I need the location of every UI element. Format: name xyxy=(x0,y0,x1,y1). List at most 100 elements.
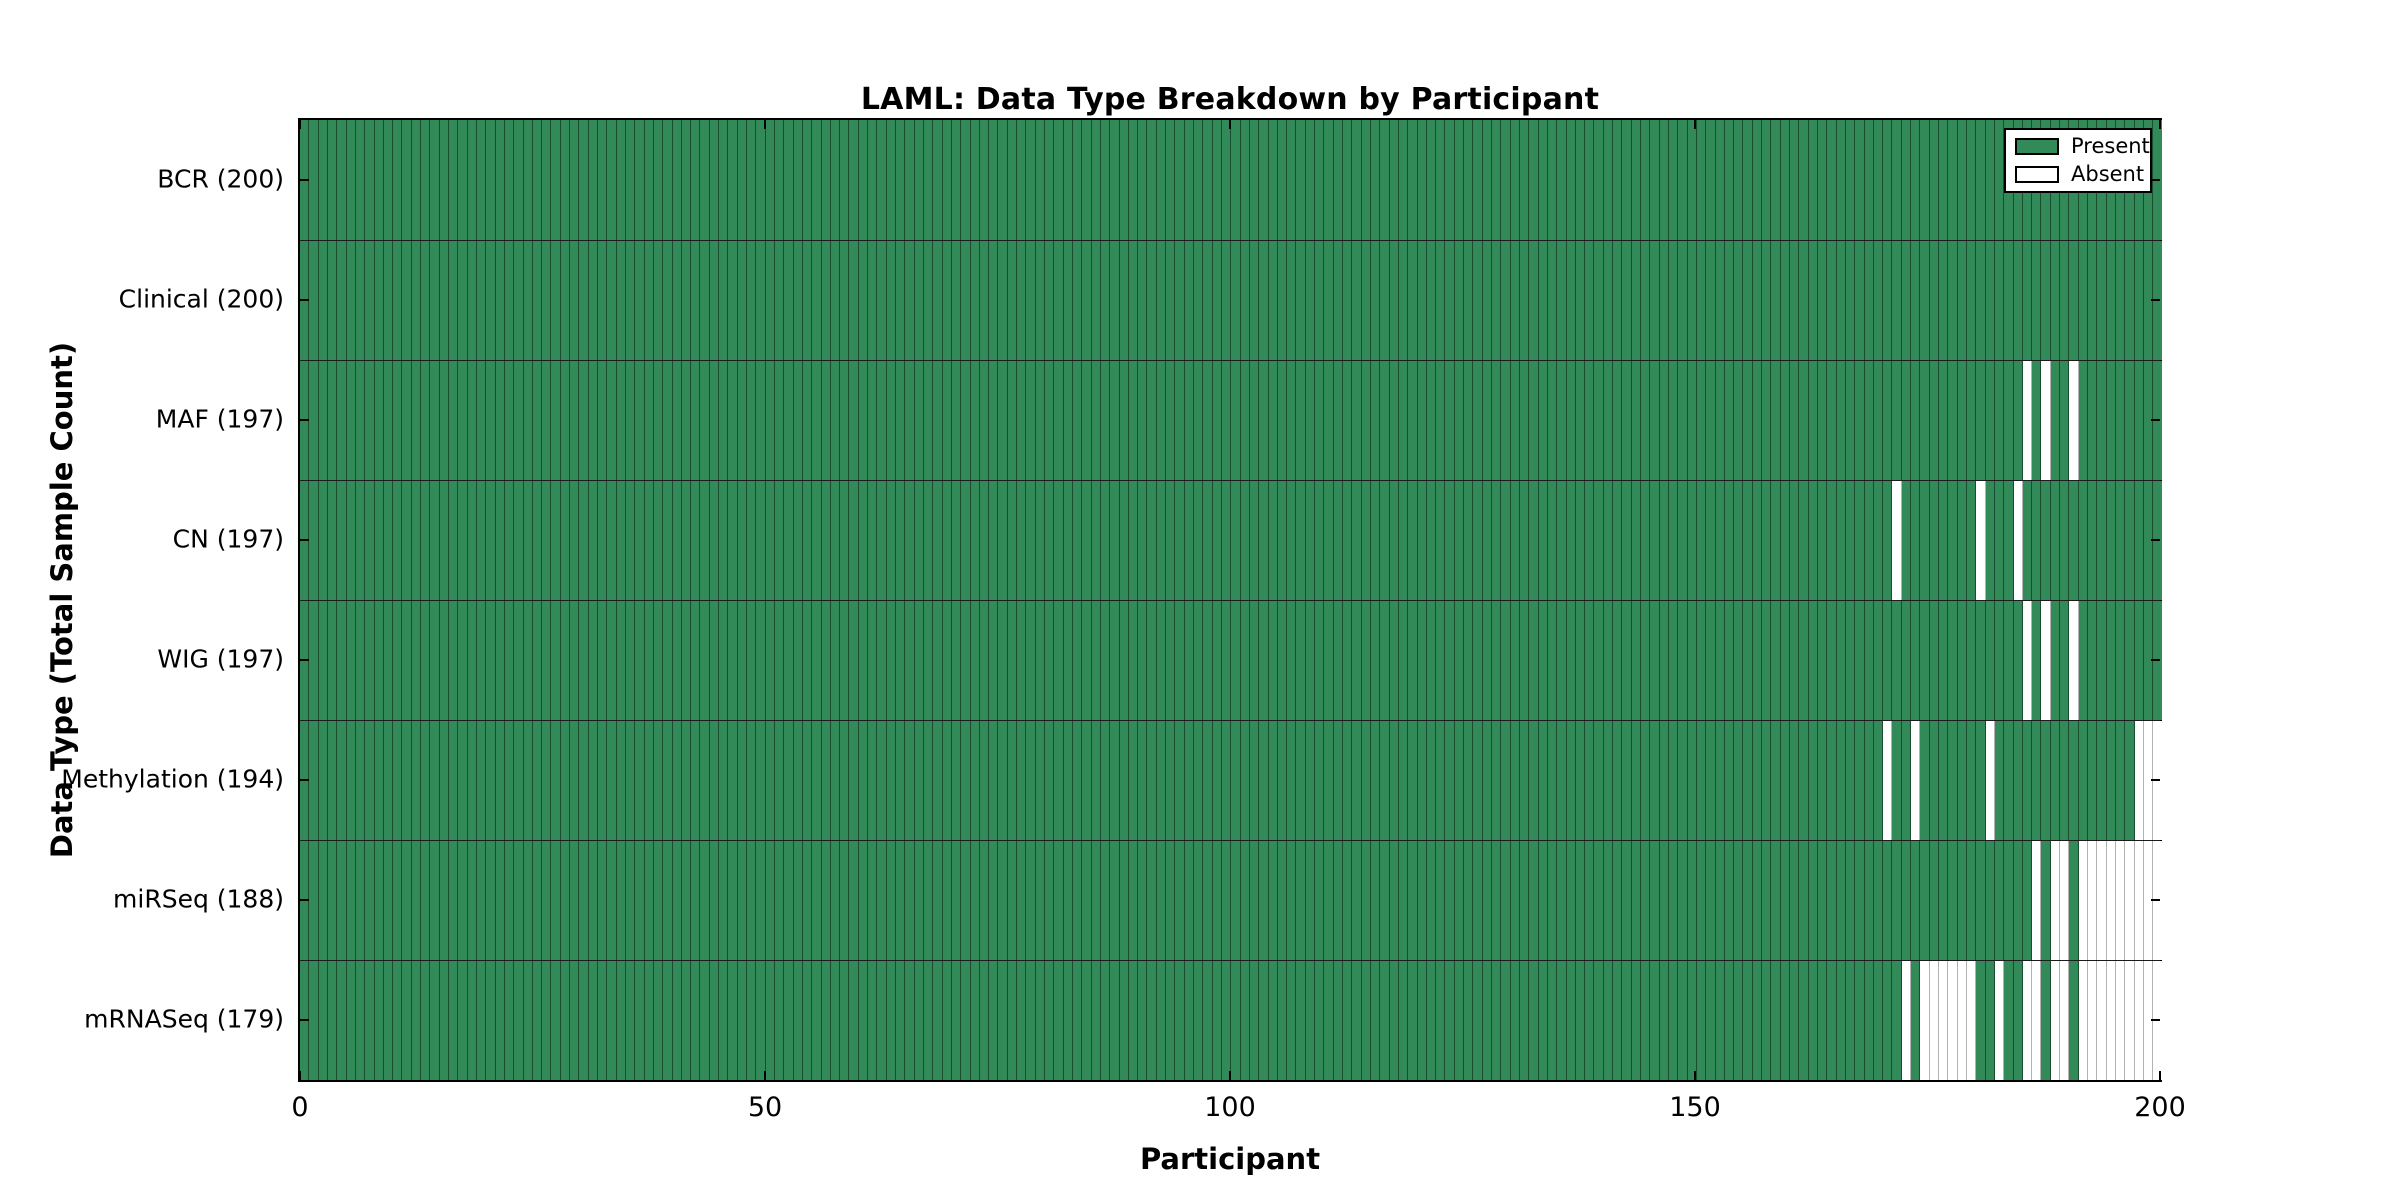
heatmap-cell xyxy=(1603,961,1614,1080)
heatmap-cell xyxy=(1277,481,1288,600)
heatmap-cell xyxy=(998,481,1008,600)
heatmap-cell xyxy=(495,120,505,240)
heatmap-cell xyxy=(2078,481,2088,600)
heatmap-cell xyxy=(1724,961,1735,1080)
heatmap-cell xyxy=(700,361,710,480)
heatmap-cell xyxy=(1650,120,1660,240)
heatmap-cell xyxy=(1920,841,1930,960)
heatmap-cell xyxy=(1110,961,1120,1080)
heatmap-cell xyxy=(560,721,571,840)
heatmap-cell xyxy=(1184,961,1194,1080)
heatmap-cell xyxy=(1268,721,1278,840)
heatmap-cell xyxy=(1594,481,1604,600)
heatmap-cell xyxy=(1771,361,1781,480)
heatmap-cell xyxy=(737,961,747,1080)
heatmap-cell xyxy=(802,241,813,360)
heatmap-cell xyxy=(1249,721,1260,840)
heatmap-cell xyxy=(1948,481,1958,600)
heatmap-cell xyxy=(793,481,803,600)
heatmap-cell xyxy=(728,241,738,360)
heatmap-cell xyxy=(625,841,636,960)
heatmap-cell xyxy=(616,481,626,600)
heatmap-cell xyxy=(1343,601,1353,720)
heatmap-cell xyxy=(337,481,347,600)
heatmap-cell xyxy=(1100,721,1111,840)
heatmap-cell xyxy=(476,841,487,960)
heatmap-cell xyxy=(1361,241,1371,360)
y-tick-mark xyxy=(2151,899,2160,901)
heatmap-cell xyxy=(858,481,869,600)
heatmap-cell xyxy=(327,241,338,360)
heatmap-cell xyxy=(802,961,813,1080)
heatmap-cell xyxy=(1687,721,1697,840)
heatmap-cell xyxy=(1147,120,1157,240)
heatmap-cell xyxy=(1957,481,1967,600)
heatmap-cell xyxy=(2022,721,2033,840)
heatmap-cell xyxy=(672,601,682,720)
heatmap-cell xyxy=(923,961,934,1080)
heatmap-cell xyxy=(1790,361,1800,480)
heatmap-cell xyxy=(1026,361,1036,480)
heatmap-cell xyxy=(1240,721,1250,840)
heatmap-cell xyxy=(1706,241,1716,360)
heatmap-cell xyxy=(318,241,328,360)
heatmap-cell xyxy=(933,841,943,960)
heatmap-cell xyxy=(1194,841,1204,960)
heatmap-cell xyxy=(1128,120,1139,240)
heatmap-cell xyxy=(1417,721,1427,840)
heatmap-cell xyxy=(514,601,524,720)
heatmap-row xyxy=(300,120,2162,240)
heatmap-cell xyxy=(933,120,943,240)
x-tick-mark xyxy=(1229,120,1231,129)
heatmap-cell xyxy=(923,721,934,840)
heatmap-cell xyxy=(1343,241,1353,360)
heatmap-cell xyxy=(2069,841,2079,960)
heatmap-cell xyxy=(1557,601,1567,720)
heatmap-cell xyxy=(1045,721,1055,840)
heatmap-cell xyxy=(1994,481,2005,600)
heatmap-cell xyxy=(1613,361,1623,480)
x-tick-mark xyxy=(1229,1071,1231,1080)
heatmap-cell xyxy=(1482,361,1492,480)
heatmap-cell xyxy=(821,721,831,840)
y-tick-label: Clinical (200) xyxy=(118,284,284,314)
heatmap-cell xyxy=(607,721,617,840)
heatmap-cell xyxy=(1994,721,2005,840)
heatmap-cell xyxy=(1939,601,1949,720)
heatmap-cell xyxy=(523,241,533,360)
heatmap-cell xyxy=(840,841,850,960)
heatmap-cell xyxy=(598,721,608,840)
heatmap-cell xyxy=(858,120,869,240)
heatmap-cell xyxy=(700,120,710,240)
heatmap-cell xyxy=(421,601,431,720)
heatmap-cell xyxy=(1119,721,1129,840)
heatmap-cell xyxy=(1631,841,1641,960)
heatmap-cell xyxy=(449,601,459,720)
heatmap-cell xyxy=(355,841,366,960)
heatmap-cell xyxy=(1845,241,1856,360)
heatmap-cell xyxy=(942,601,952,720)
heatmap-cell xyxy=(346,961,356,1080)
heatmap-cell xyxy=(663,841,673,960)
heatmap-cell xyxy=(402,961,412,1080)
heatmap-cell xyxy=(430,361,440,480)
heatmap-cell xyxy=(672,721,682,840)
heatmap-cell xyxy=(1268,120,1278,240)
heatmap-cell xyxy=(2032,601,2042,720)
heatmap-cell xyxy=(1380,961,1390,1080)
heatmap-cell xyxy=(1575,841,1586,960)
heatmap-cell xyxy=(421,361,431,480)
heatmap-cell xyxy=(2013,721,2023,840)
heatmap-cell xyxy=(896,721,906,840)
heatmap-cell xyxy=(1231,601,1241,720)
heatmap-cell xyxy=(1389,961,1399,1080)
heatmap-cell xyxy=(691,120,701,240)
heatmap-cell xyxy=(1659,361,1669,480)
heatmap-cell xyxy=(1994,841,2005,960)
heatmap-cell xyxy=(1324,481,1334,600)
heatmap-cell xyxy=(1501,481,1511,600)
heatmap-cell xyxy=(1259,120,1269,240)
heatmap-cell xyxy=(1119,361,1129,480)
heatmap-cell xyxy=(1687,961,1697,1080)
heatmap-cell xyxy=(542,601,552,720)
